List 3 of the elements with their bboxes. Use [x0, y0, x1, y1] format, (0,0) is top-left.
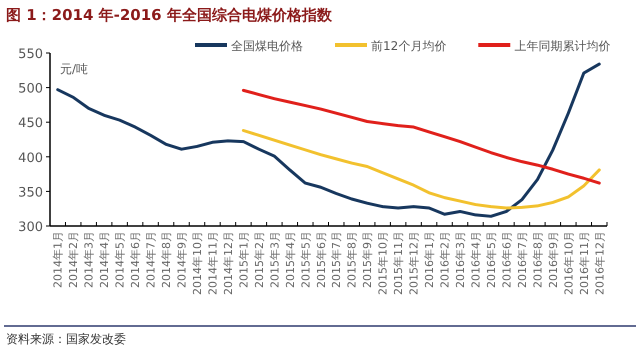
annotation: 资料来源：国家发改委	[6, 332, 126, 346]
ylabel: 元/吨	[60, 62, 88, 76]
title: 图 1：2014 年-2016 年全国综合电煤价格指数	[6, 6, 332, 24]
